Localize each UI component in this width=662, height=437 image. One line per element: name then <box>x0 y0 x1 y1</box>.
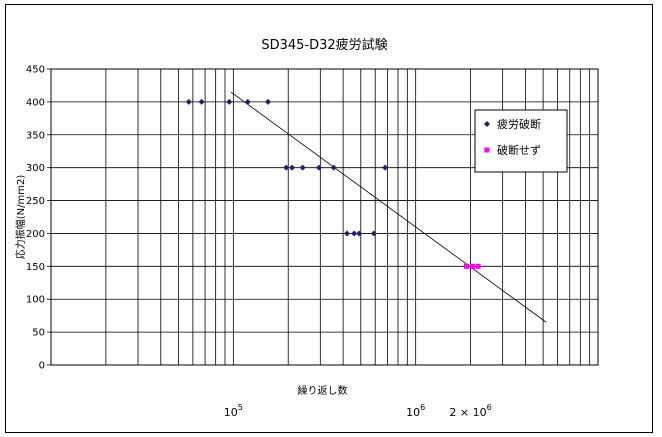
legend-label: 疲労破断 <box>497 117 541 131</box>
y-tick-label: 200 <box>26 229 45 240</box>
fatigue-fracture-point <box>244 98 251 105</box>
y-tick-label: 150 <box>26 262 45 273</box>
x-tick-label: 2 × 106 <box>449 403 491 419</box>
y-axis-label: 応力振幅(N/mm2) <box>14 175 27 260</box>
fatigue-fracture-point <box>343 230 350 237</box>
fatigue-fracture-point <box>289 164 296 171</box>
no-fracture-point <box>463 263 469 269</box>
fatigue-fracture-point <box>382 164 389 171</box>
trendline <box>230 91 547 323</box>
legend-marker <box>484 121 490 127</box>
chart-title: SD345-D32疲労試験 <box>261 37 387 53</box>
fatigue-fracture-point <box>198 98 205 105</box>
fatigue-fracture-point <box>226 98 233 105</box>
y-tick-label: 450 <box>26 65 45 76</box>
fatigue-fracture-point <box>185 98 192 105</box>
y-tick-label: 400 <box>26 97 45 108</box>
plot-border <box>50 68 599 366</box>
x-tick-label: 106 <box>406 403 425 419</box>
no-fracture-point <box>475 263 481 269</box>
fatigue-fracture-point <box>330 164 337 171</box>
fatigue-fracture-point <box>370 230 377 237</box>
chart-frame: SD345-D32疲労試験 0 50 100 150 200 250 300 350 400 450… <box>5 4 653 433</box>
legend-label: 破断せず <box>497 143 541 157</box>
x-tick-label: 105 <box>224 403 243 419</box>
legend-box <box>474 109 568 173</box>
fatigue-fracture-point <box>351 230 358 237</box>
y-tick-label: 0 <box>39 361 45 372</box>
y-tick-label: 350 <box>26 130 45 141</box>
fatigue-fracture-point <box>265 98 272 105</box>
chart-svg: SD345-D32疲労試験 0 50 100 150 200 250 300 350 400 450… <box>14 37 599 419</box>
fatigue-fracture-point <box>356 230 363 237</box>
y-tick-label: 50 <box>32 328 45 339</box>
y-tick-label: 100 <box>26 295 45 306</box>
x-axis-label: 繰り返し数 <box>298 384 348 397</box>
legend-marker <box>484 147 490 153</box>
fatigue-fracture-point <box>299 164 306 171</box>
y-tick-label: 300 <box>26 163 45 174</box>
no-fracture-point <box>470 263 476 269</box>
fatigue-fracture-point <box>283 164 290 171</box>
fatigue-fracture-point <box>315 164 322 171</box>
y-tick-label: 250 <box>26 196 45 207</box>
